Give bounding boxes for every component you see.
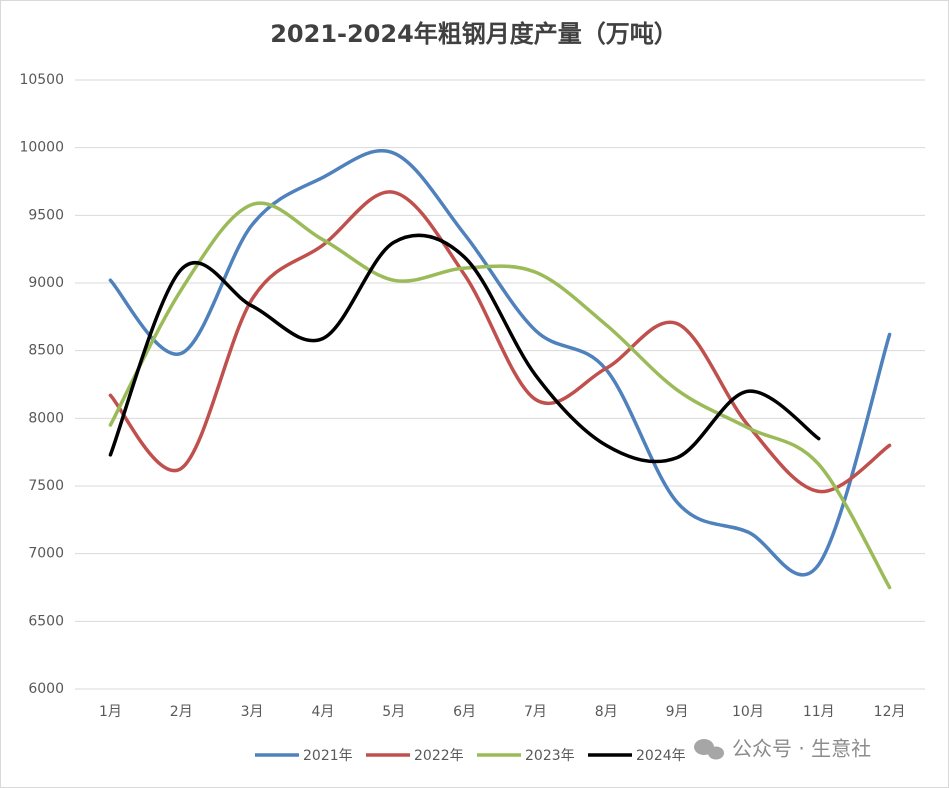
y-tick-label: 6000 [28, 681, 64, 697]
legend-label: 2023年 [525, 748, 575, 764]
y-tick-label: 9000 [28, 275, 64, 291]
y-tick-label: 9500 [28, 207, 64, 223]
x-tick-label: 2月 [170, 704, 193, 720]
legend-label: 2024年 [636, 748, 686, 764]
watermark: 公众号 · 生意社 [732, 737, 871, 761]
line [108, 201, 892, 590]
y-tick-label: 8000 [28, 410, 64, 426]
line [108, 233, 821, 464]
x-tick-label: 4月 [311, 704, 334, 720]
x-tick-label: 5月 [382, 704, 405, 720]
x-tick-label: 12月 [874, 704, 906, 720]
watermark-icon [694, 739, 724, 760]
chart-title: 2021-2024年粗钢月度产量（万吨） [270, 20, 678, 48]
y-tick-label: 10000 [19, 140, 64, 156]
x-tick-label: 8月 [595, 704, 618, 720]
x-tick-label: 1月 [99, 704, 122, 720]
x-tick-label: 11月 [803, 704, 835, 720]
x-tick-label: 3月 [241, 704, 264, 720]
x-tick-label: 6月 [453, 704, 476, 720]
y-tick-label: 7000 [28, 546, 64, 562]
legend-label: 2022年 [414, 748, 464, 764]
y-tick-label: 10500 [19, 72, 64, 88]
x-tick-label: 9月 [666, 704, 689, 720]
y-tick-label: 7500 [28, 478, 64, 494]
line [108, 190, 892, 494]
y-tick-label: 8500 [28, 343, 64, 359]
y-tick-label: 6500 [28, 613, 64, 629]
x-tick-label: 10月 [732, 704, 764, 720]
x-tick-label: 7月 [524, 704, 547, 720]
line [108, 149, 892, 577]
legend-label: 2021年 [303, 748, 353, 764]
